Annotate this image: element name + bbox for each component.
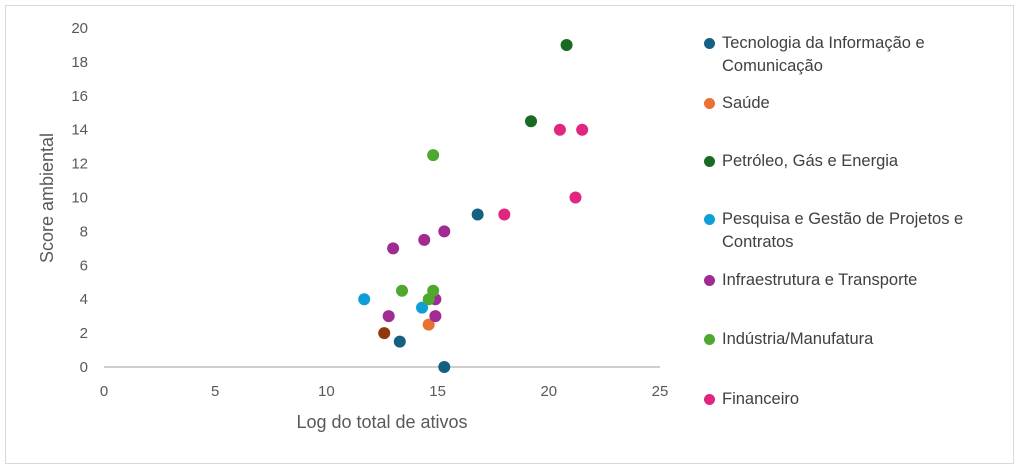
chart-frame xyxy=(5,5,1014,464)
data-point xyxy=(576,123,589,136)
legend-item: Financeiro xyxy=(704,388,799,411)
data-point xyxy=(416,301,429,314)
data-point xyxy=(378,327,391,340)
data-point xyxy=(358,293,371,306)
legend-label: Tecnologia da Informação e Comunicação xyxy=(722,34,925,75)
x-tick-label: 5 xyxy=(211,383,219,400)
legend-marker-icon xyxy=(704,156,715,167)
data-point xyxy=(387,242,400,255)
legend-label: Infraestrutura e Transporte xyxy=(722,271,918,289)
data-point xyxy=(427,149,440,162)
y-tick-label: 20 xyxy=(71,20,88,37)
legend-marker-icon xyxy=(704,394,715,405)
legend-marker-icon xyxy=(704,38,715,49)
y-tick-label: 16 xyxy=(71,88,88,105)
data-point xyxy=(525,115,538,128)
y-axis-title: Score ambiental xyxy=(37,133,57,263)
data-point xyxy=(422,318,435,331)
data-point xyxy=(393,335,406,348)
legend-item: Saúde xyxy=(704,92,770,115)
y-tick-label: 8 xyxy=(80,223,88,240)
legend-item: Indústria/Manufatura xyxy=(704,328,873,351)
data-point xyxy=(553,123,566,136)
x-tick-label: 20 xyxy=(540,383,557,400)
y-tick-label: 2 xyxy=(80,325,88,342)
legend-marker-icon xyxy=(704,334,715,345)
y-tick-label: 14 xyxy=(71,122,88,139)
legend-marker-icon xyxy=(704,214,715,225)
legend-marker-icon xyxy=(704,98,715,109)
y-tick-label: 4 xyxy=(80,291,88,308)
y-tick-label: 6 xyxy=(80,257,88,274)
legend-label: Indústria/Manufatura xyxy=(722,330,874,348)
data-point xyxy=(422,293,435,306)
y-tick-label: 0 xyxy=(80,359,88,376)
data-point xyxy=(429,310,442,323)
data-point xyxy=(438,361,451,373)
data-point xyxy=(569,191,582,204)
legend-item: Infraestrutura e Transporte xyxy=(704,269,917,292)
legend-label: Financeiro xyxy=(722,390,800,408)
legend-label: Saúde xyxy=(722,94,770,112)
legend-label: Pesquisa e Gestão de Projetos e Contrato… xyxy=(722,210,964,251)
x-tick-label: 15 xyxy=(429,383,446,400)
x-tick-label: 0 xyxy=(100,383,108,400)
legend-item: Pesquisa e Gestão de Projetos e Contrato… xyxy=(704,208,997,254)
y-tick-label: 10 xyxy=(71,190,88,207)
data-point xyxy=(438,225,451,238)
data-point xyxy=(498,208,511,221)
data-point xyxy=(471,208,484,221)
scatter-plot: 0 5 10 15 20 25 0 2 4 6 8 10 12 14 16 18 20 Log do tota… xyxy=(37,20,669,432)
legend-item: Petróleo, Gás e Energia xyxy=(704,150,898,173)
data-point xyxy=(396,284,409,297)
x-tick-label: 10 xyxy=(318,383,335,400)
x-tick-label: 25 xyxy=(652,383,669,400)
y-tick-label: 12 xyxy=(71,156,88,173)
data-point xyxy=(560,38,573,51)
data-point xyxy=(382,310,395,323)
y-tick-label: 18 xyxy=(71,54,88,71)
x-axis-title: Log do total de ativos xyxy=(296,412,467,432)
legend-marker-icon xyxy=(704,275,715,286)
legend-label: Petróleo, Gás e Energia xyxy=(722,152,899,170)
data-point xyxy=(418,233,431,246)
legend-item: Tecnologia da Informação e Comunicação xyxy=(704,32,997,78)
